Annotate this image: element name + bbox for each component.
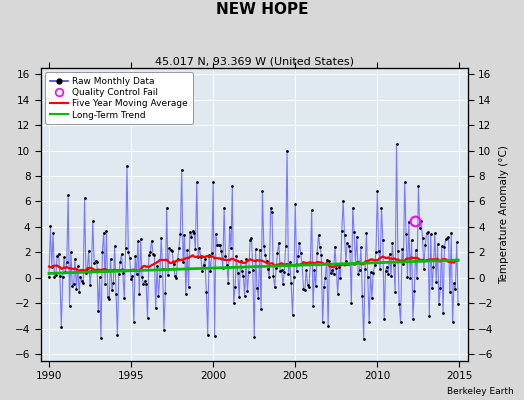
Text: Berkeley Earth: Berkeley Earth <box>447 387 514 396</box>
Legend: Raw Monthly Data, Quality Control Fail, Five Year Moving Average, Long-Term Tren: Raw Monthly Data, Quality Control Fail, … <box>45 72 193 124</box>
Y-axis label: Temperature Anomaly (°C): Temperature Anomaly (°C) <box>499 145 509 284</box>
Title: 45.017 N, 93.369 W (United States): 45.017 N, 93.369 W (United States) <box>155 57 354 67</box>
Text: NEW HOPE: NEW HOPE <box>216 2 308 17</box>
